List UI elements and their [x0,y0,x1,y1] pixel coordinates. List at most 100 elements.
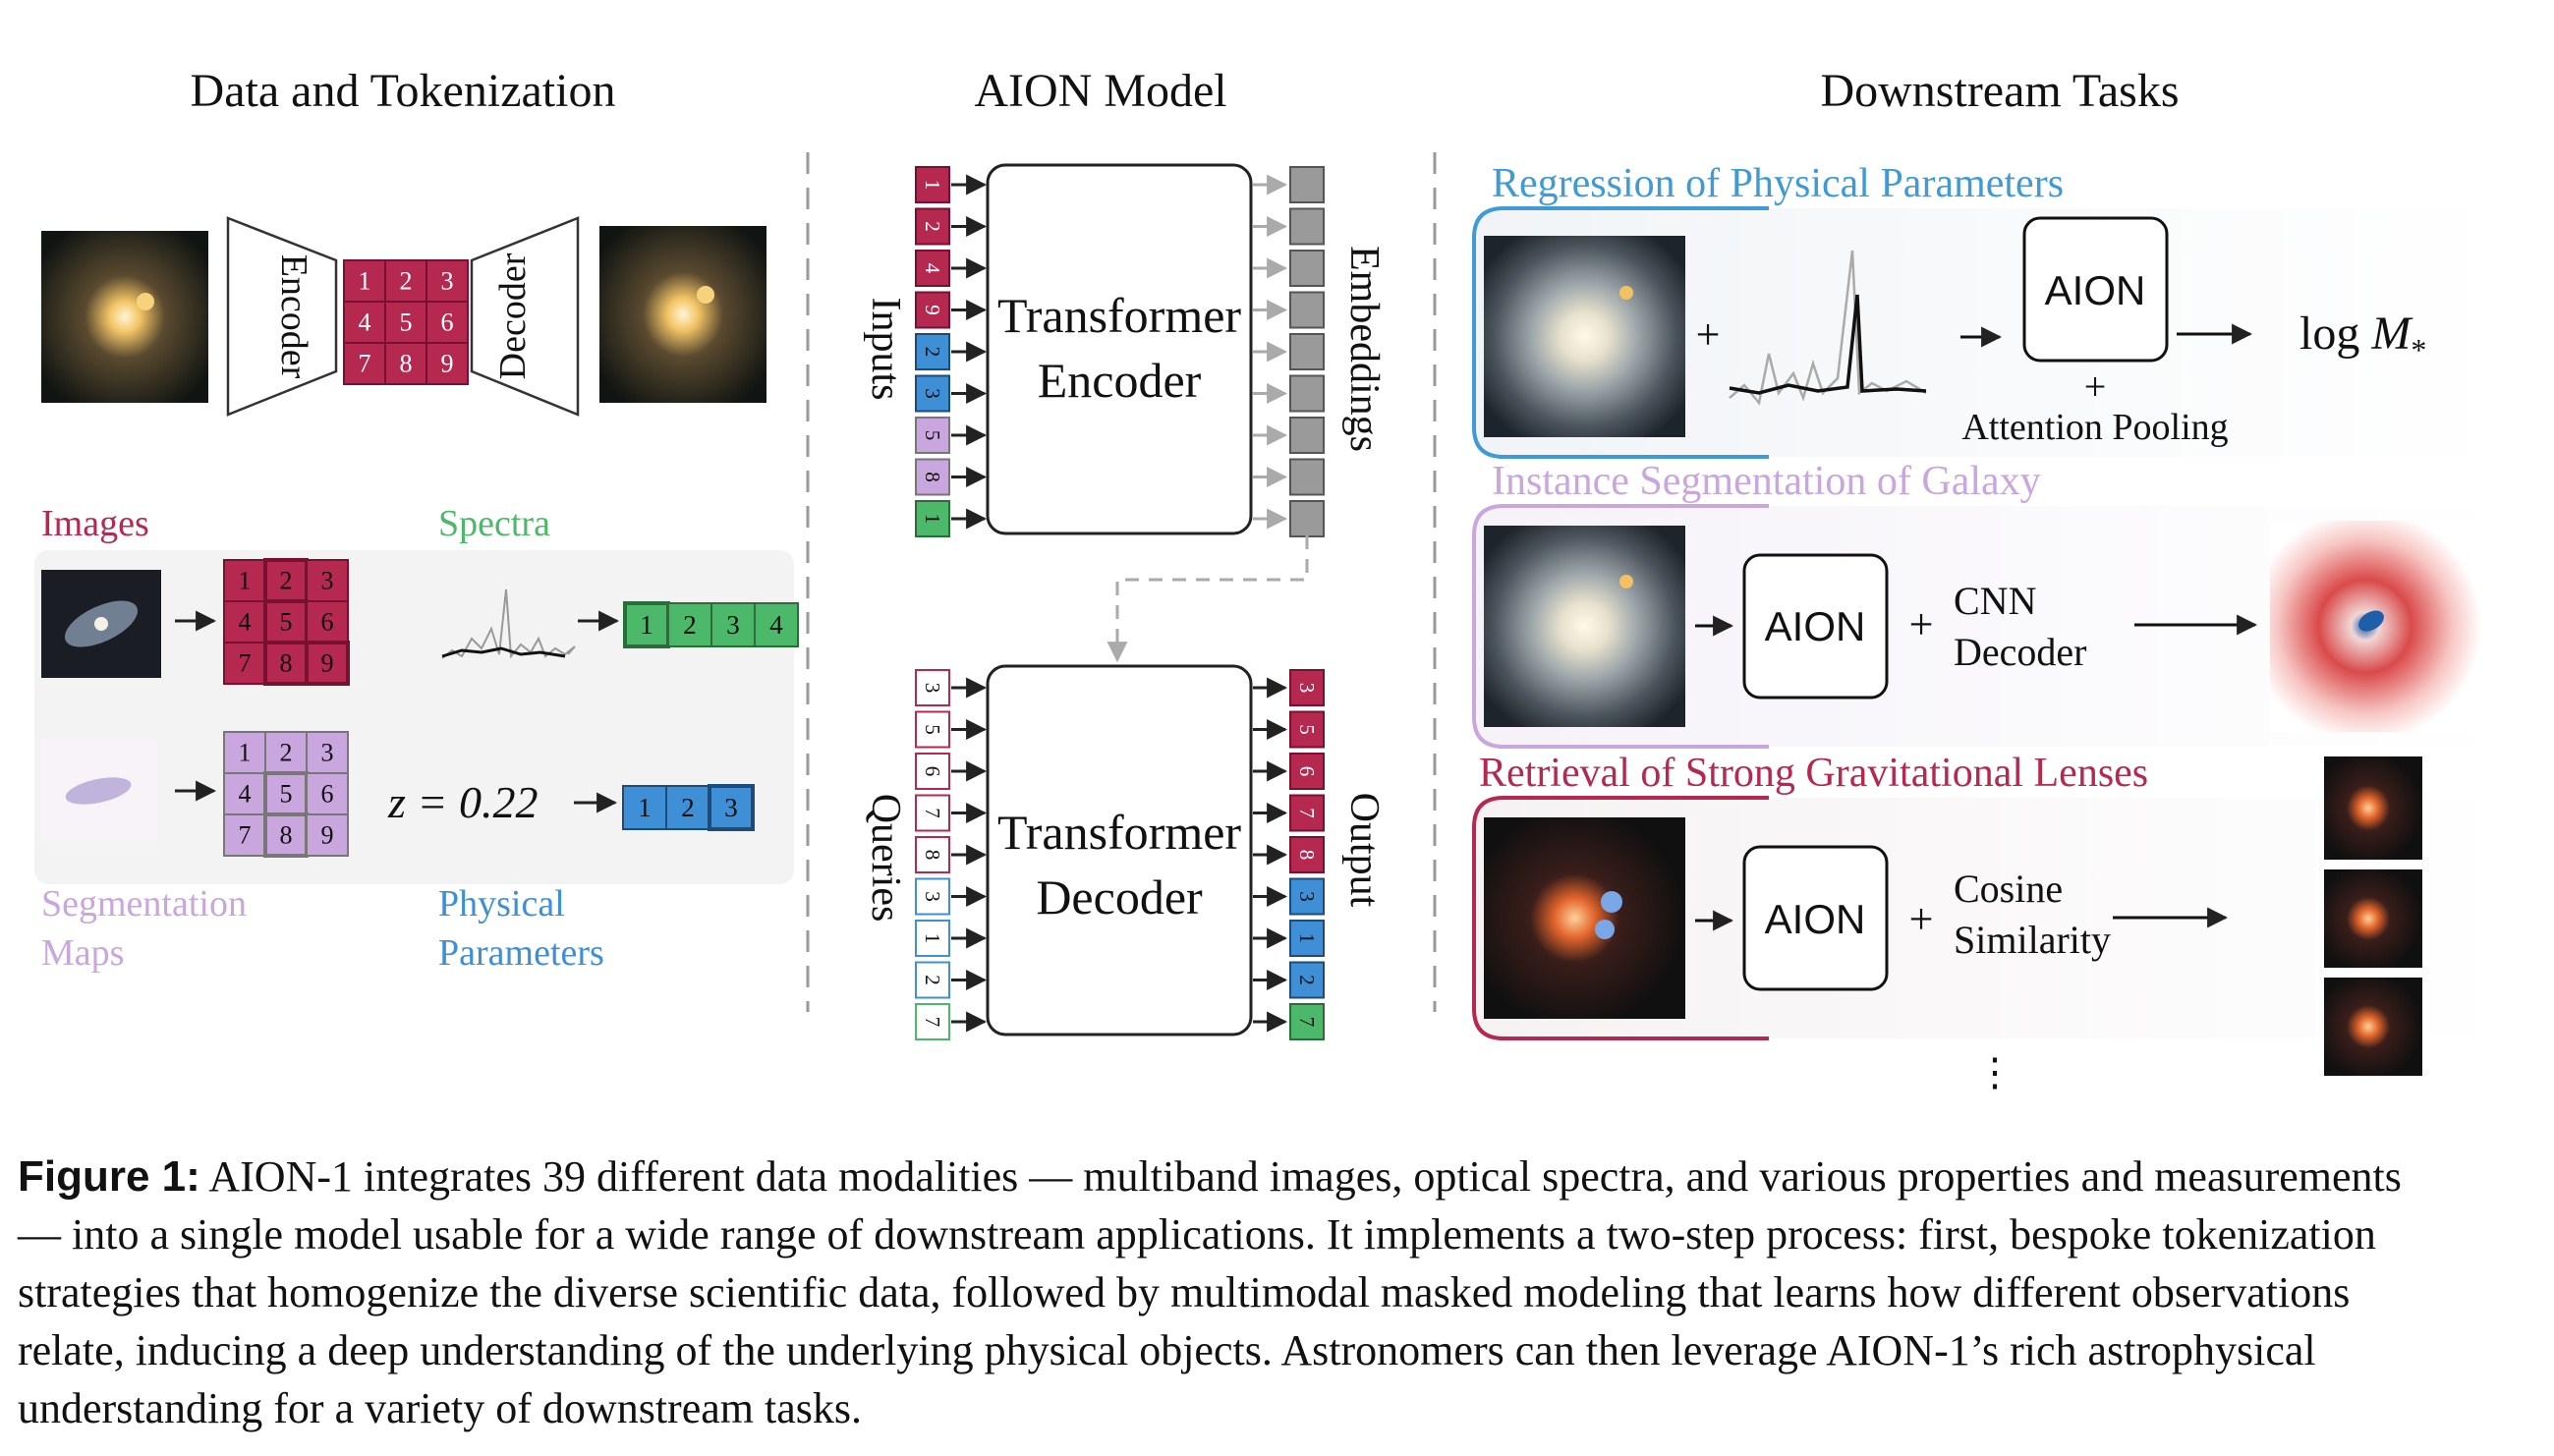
regression-pooling-label: Attention Pooling [1961,407,2228,448]
images-grid-label: 1 [238,567,251,595]
label-queries: Queries [863,794,908,923]
lens-result-3 [2324,978,2422,1076]
output-token-label: 7 [1295,1017,1319,1028]
embedding-token [1289,417,1325,454]
caption-label: Figure 1: [18,1152,200,1201]
segmentation-title: Instance Segmentation of Galaxy [1492,459,2041,504]
spectra-token-label: 1 [640,610,653,640]
images-grid-label: 9 [320,649,333,678]
images-grid-cell [305,641,350,686]
segmentation-grid-cell [223,731,266,774]
output-tokens: 3 5 6 7 8 3 1 2 7 [1253,669,1325,1040]
caption-line-4: relate, inducing a deep understanding of… [18,1326,2316,1374]
input-galaxy-image [41,231,208,403]
token-grid-label: 8 [399,350,412,378]
token-grid-label: 5 [399,308,412,337]
output-token-label: 8 [1295,850,1319,861]
segmentation-grid-label: 8 [279,821,292,850]
input-token-label: 2 [921,221,944,232]
images-grid-cell [263,641,309,686]
segmentation-aion-label: AION [1765,603,1866,649]
header-aion-model: AION Model [974,65,1226,117]
output-token-cell [1289,710,1325,749]
transformer-encoder-block [986,163,1253,535]
input-token-label: 9 [921,305,944,315]
images-grid-cell [306,559,349,602]
segmentation-grid-cell [223,813,266,857]
segmentation-head-line1: CNN [1954,579,2036,623]
token-grid-cell [343,259,386,303]
label-output: Output [1341,793,1387,908]
galaxy-companion [137,293,154,310]
token-grid-cell [384,342,427,385]
spectra-token-cell [623,601,670,648]
lenses-head-line2: Similarity [1954,918,2111,962]
query-token-label: 2 [921,975,944,985]
caption-line-1: Figure 1: AION-1 integrates 39 different… [18,1148,2533,1205]
caption-text-1: AION-1 integrates 39 different data moda… [208,1152,2402,1201]
input-token-label: 8 [921,472,944,482]
output-token-label: 3 [1295,891,1319,902]
query-token-cell [915,794,950,832]
output-token-cell [1289,836,1325,873]
input-token-cell [915,417,950,454]
spectra-token-cell [710,602,756,647]
images-grid-label: 6 [320,608,333,637]
regression-plus: + [1696,310,1721,359]
output-token-cell [1289,1003,1325,1040]
token-grid-label: 4 [358,308,370,337]
embedding-tokens [1253,166,1325,537]
label-spectra: Spectra [438,503,550,544]
input-token-label: 3 [921,388,944,399]
lenses-aion-box [1742,845,1889,991]
decoder-title-line2: Decoder [1036,869,1203,924]
regression-galaxy-image [1484,236,1685,437]
lenses-arc-2 [1595,920,1615,939]
images-token-grid: 1 2 3 4 5 6 7 8 9 [223,558,350,686]
decoder-title-line1: Transformer [997,805,1241,860]
encoder-title-line2: Encoder [1038,353,1202,408]
lenses-galaxy-image [1484,817,1685,1019]
segmentation-grid-label: 7 [238,821,251,850]
query-token-label: 8 [921,850,944,861]
input-tokens: 1 2 4 9 2 3 5 8 1 [915,166,988,537]
label-physical-line2: Parameters [438,932,604,974]
regression-spectrum [1729,250,1927,406]
query-tokens: 3 5 6 7 8 3 1 2 7 [915,669,988,1040]
segmentation-aion-box [1742,553,1889,700]
decoder-label: Decoder [492,252,534,379]
redshift-value: z = 0.22 [387,777,538,827]
images-grid-label: 7 [238,649,251,678]
embedding-token [1289,166,1325,203]
token-grid-label: 9 [440,350,453,378]
images-grid-label: 3 [320,567,333,595]
regression-pooling-plus: + [2084,364,2107,409]
label-physical-line1: Physical [438,883,565,924]
segmentation-grid-cell [263,771,309,816]
regression-aion-label: AION [2045,267,2146,313]
output-token-cell [1289,753,1325,790]
aion-overview-figure: Data and Tokenization AION Model Downstr… [34,65,2506,1094]
regression-aion-box [2022,216,2169,363]
header-data-tokenization: Data and Tokenization [191,65,616,117]
embedding-token [1289,207,1325,246]
embedding-token [1289,500,1325,537]
query-token-label: 1 [921,933,944,944]
lenses-arc-1 [1601,891,1622,913]
spectra-token-cell [754,602,799,647]
input-token-cell [915,458,950,496]
query-token-label: 7 [921,808,944,818]
query-token-label: 7 [921,1017,944,1028]
segmentation-grid-label: 6 [320,780,333,809]
parameter-token-cell [665,785,710,830]
embedding-token [1289,333,1325,370]
label-inputs: Inputs [863,298,908,401]
spectra-token-label: 3 [726,610,740,640]
input-token-cell [915,166,950,203]
label-segmentation-line2: Maps [41,932,124,974]
spectra-token-label: 2 [683,610,697,640]
images-grid-cell [306,600,349,644]
query-token-cell [915,920,950,957]
input-token-cell [915,500,950,537]
